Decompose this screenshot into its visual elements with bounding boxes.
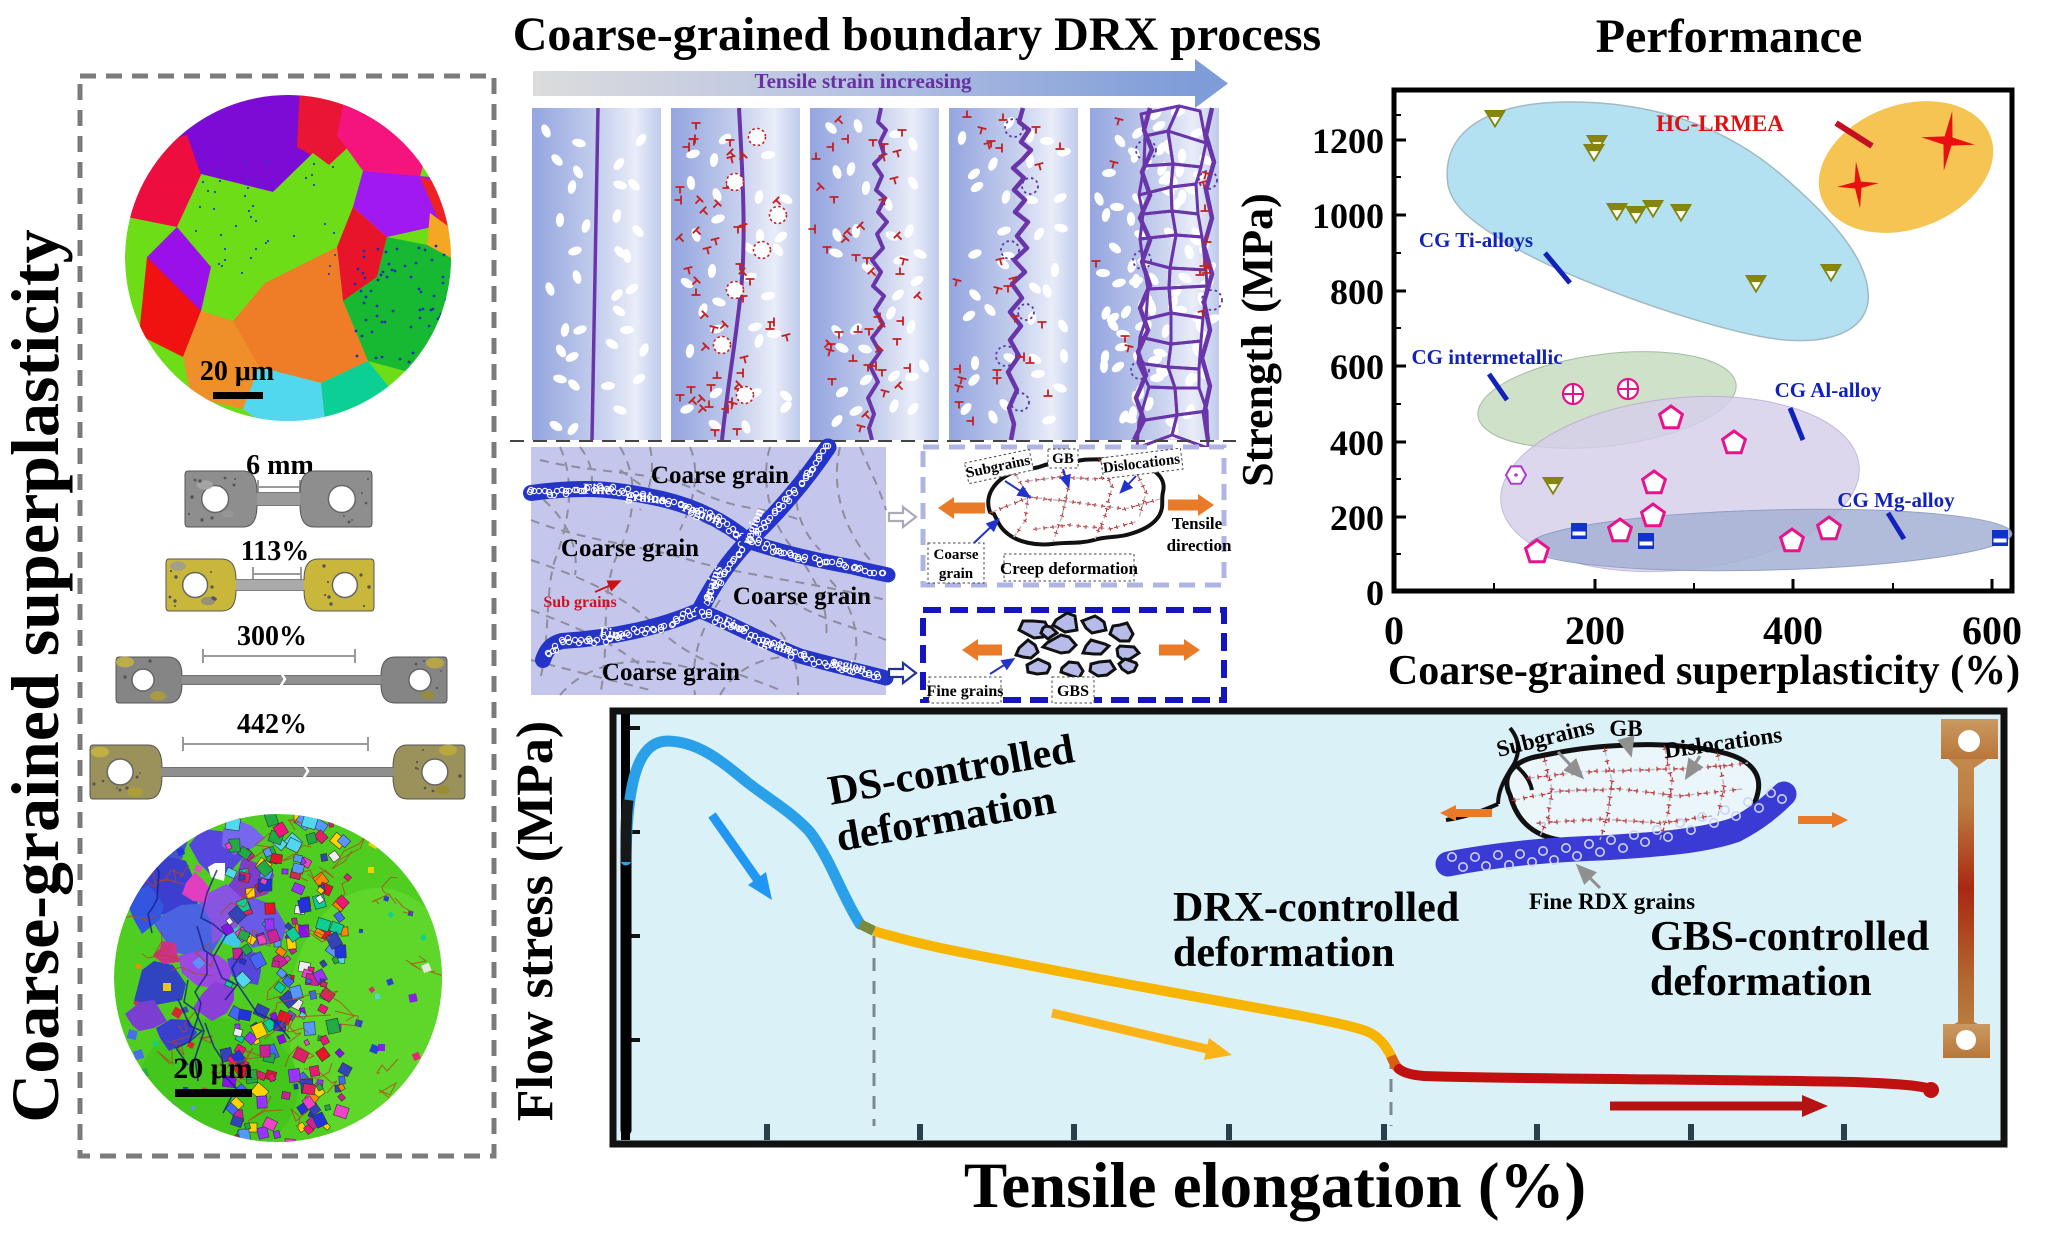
svg-text:Fine grains: Fine grains [927,683,1004,700]
svg-text:Coarse-grained superplasticity: Coarse-grained superplasticity (%) [1388,648,2020,694]
svg-text:20 μm: 20 μm [173,1052,253,1085]
svg-text:Coarse: Coarse [934,547,979,563]
svg-text:Tensile strain increasing: Tensile strain increasing [754,69,972,93]
svg-text:deformation: deformation [1650,959,1872,1005]
svg-text:400: 400 [1330,423,1384,463]
svg-text:Fine: Fine [598,625,626,644]
svg-text:CG Ti-alloys: CG Ti-alloys [1419,228,1533,252]
svg-text:1200: 1200 [1312,121,1384,161]
svg-text:grain: grain [939,566,974,582]
svg-text:600: 600 [1962,608,2022,653]
svg-text:800: 800 [1330,272,1384,312]
svg-text:Creep deformation: Creep deformation [1000,559,1139,578]
svg-text:442%: 442% [237,709,307,740]
svg-text:grains: grains [625,488,667,508]
svg-text:20 μm: 20 μm [200,356,274,387]
svg-text:Sub grains: Sub grains [543,594,616,611]
svg-text:Coarse grain: Coarse grain [651,462,789,489]
svg-text:1000: 1000 [1312,196,1384,236]
svg-text:Strength (MPa): Strength (MPa) [1233,193,1282,487]
svg-text:600: 600 [1330,347,1384,387]
svg-text:113%: 113% [241,536,309,567]
svg-text:Performance: Performance [1596,10,1863,63]
svg-text:Coarse grain: Coarse grain [602,659,740,686]
svg-text:GB: GB [1052,451,1074,467]
svg-text:Tensile elongation (%): Tensile elongation (%) [964,1150,1586,1222]
svg-text:Flow stress (MPa): Flow stress (MPa) [507,721,564,1122]
svg-text:direction: direction [1167,536,1232,555]
svg-text:GBS: GBS [1057,683,1089,700]
svg-text:HC-LRMEA: HC-LRMEA [1656,111,1784,136]
svg-text:GB: GB [1609,716,1642,741]
svg-text:CG Mg-alloy: CG Mg-alloy [1837,488,1955,512]
svg-text:region: region [830,654,868,676]
svg-text:0: 0 [1384,608,1404,653]
svg-text:CG Al-alloy: CG Al-alloy [1775,378,1882,402]
svg-text:400: 400 [1763,608,1823,653]
svg-text:6 mm: 6 mm [246,450,314,481]
svg-text:Coarse grain: Coarse grain [561,535,699,562]
svg-text:Coarse-grained superplasticity: Coarse-grained superplasticity [0,229,73,1122]
svg-text:DRX-controlled: DRX-controlled [1173,885,1459,931]
svg-text:200: 200 [1565,608,1625,653]
svg-text:CG intermetallic: CG intermetallic [1411,345,1562,369]
svg-text:deformation: deformation [1173,930,1395,976]
svg-text:200: 200 [1330,498,1384,538]
svg-text:Fine: Fine [583,482,612,499]
svg-text:300%: 300% [237,621,307,652]
svg-text:Coarse grain: Coarse grain [733,583,871,610]
svg-text:Coarse-grained boundary DRX pr: Coarse-grained boundary DRX process [513,8,1321,61]
svg-text:0: 0 [1366,573,1384,613]
svg-text:GBS-controlled: GBS-controlled [1650,914,1929,960]
svg-text:Tensile: Tensile [1172,514,1223,533]
svg-text:Fine RDX grains: Fine RDX grains [1529,889,1695,914]
